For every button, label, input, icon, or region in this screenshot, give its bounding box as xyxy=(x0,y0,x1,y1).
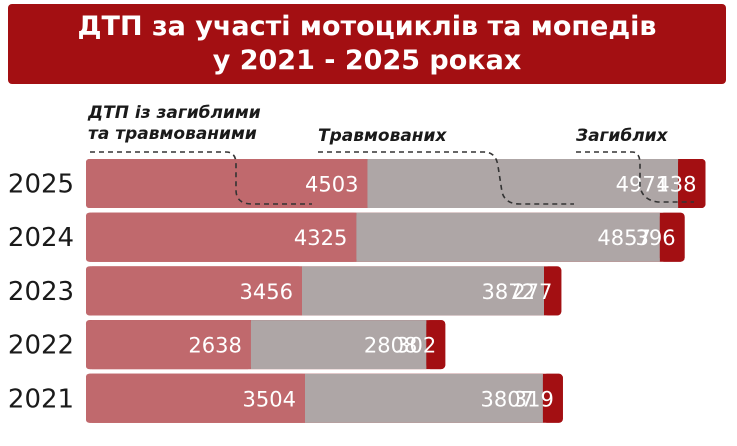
value-label-accidents-2025: 4503 xyxy=(305,173,358,197)
value-label-accidents-2023: 3456 xyxy=(240,280,293,304)
bar-injured-2021 xyxy=(305,373,543,423)
bar-injured-2022 xyxy=(250,320,427,370)
title-banner: ДТП за участі мотоциклів та мопедів у 20… xyxy=(8,4,726,84)
legend-leader-accidents xyxy=(90,151,312,205)
bar-killed-2022 xyxy=(426,320,446,370)
chart-title-line-2: у 2021 - 2025 роках xyxy=(212,45,522,76)
legend-leader-killed xyxy=(576,151,694,203)
bar-accidents-fill-2025 xyxy=(92,159,368,208)
year-label-2024: 2024 xyxy=(8,223,74,253)
value-label-killed-2024: 396 xyxy=(636,226,676,250)
legend-accidents-line-2: та травмованими xyxy=(88,124,257,144)
bar-killed-2024 xyxy=(659,212,685,262)
value-label-accidents-2022: 2638 xyxy=(188,334,241,358)
value-label-accidents-2021: 3504 xyxy=(243,387,296,411)
value-label-injured-2021: 3807 xyxy=(480,387,533,411)
legend-accidents-line-1: ДТП із загиблими xyxy=(88,103,261,123)
value-label-injured-2022: 2808 xyxy=(364,334,417,358)
value-label-accidents-2024: 4325 xyxy=(294,226,347,250)
bar-accidents-fill-2024 xyxy=(92,212,357,262)
year-label-2023: 2023 xyxy=(8,277,74,307)
bar-injured-2024 xyxy=(356,212,660,262)
year-label-2021: 2021 xyxy=(8,384,74,414)
value-label-killed-2022: 302 xyxy=(396,334,436,358)
value-label-killed-2021: 319 xyxy=(514,387,554,411)
legend-injured: Травмованих xyxy=(318,126,447,146)
bar-killed-2025 xyxy=(678,159,706,208)
bar-injured-2023 xyxy=(302,266,544,316)
bar-killed-2023 xyxy=(544,266,562,316)
year-label-2022: 2022 xyxy=(8,331,74,361)
year-label-2025: 2025 xyxy=(8,170,74,200)
value-label-killed-2025: 438 xyxy=(656,173,696,197)
bar-accidents-fill-2022 xyxy=(92,320,251,370)
legend-accidents: ДТП із загиблими та травмованими xyxy=(88,103,261,145)
chart-title-line-1: ДТП за участі мотоциклів та мопедів xyxy=(77,11,657,42)
bar-accidents-fill-2023 xyxy=(92,266,302,316)
bar-accidents-fill-2021 xyxy=(92,373,305,423)
bar-injured-2025 xyxy=(367,159,679,208)
value-label-injured-2024: 4857 xyxy=(597,226,650,250)
bar-killed-2021 xyxy=(542,373,563,423)
legend-killed: Загиблих xyxy=(576,126,668,146)
value-label-injured-2023: 3872 xyxy=(482,280,535,304)
legend-leader-injured xyxy=(318,151,574,205)
value-label-killed-2023: 277 xyxy=(512,280,552,304)
